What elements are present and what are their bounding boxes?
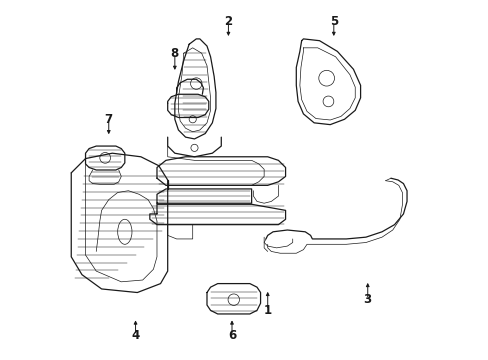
Text: 2: 2 [224,14,232,27]
Text: 6: 6 [227,329,236,342]
Text: 4: 4 [131,329,140,342]
Text: 7: 7 [104,113,113,126]
Text: 5: 5 [329,14,337,27]
Text: 8: 8 [170,47,179,60]
Text: 1: 1 [263,304,271,317]
Text: 3: 3 [363,293,371,306]
